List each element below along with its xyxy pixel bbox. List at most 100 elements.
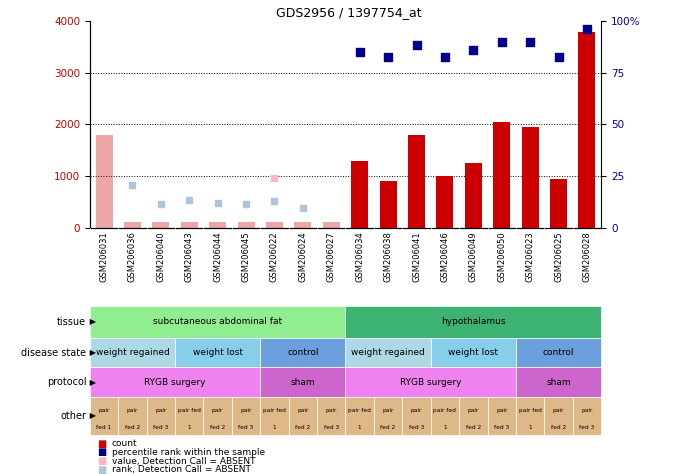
Point (581, 25, 592, 33)
Text: ▶: ▶ (87, 378, 96, 386)
Text: tissue: tissue (57, 317, 86, 327)
Bar (266, 222, 283, 228)
Text: pair fed: pair fed (433, 408, 456, 412)
Text: 1: 1 (443, 425, 447, 429)
Text: pair: pair (553, 408, 565, 412)
Bar (261, 397, 289, 435)
Bar (317, 397, 346, 435)
Text: value, Detection Call = ABSENT: value, Detection Call = ABSENT (112, 456, 256, 465)
Bar (346, 338, 430, 367)
Bar (430, 397, 459, 435)
Text: GSM206023: GSM206023 (526, 231, 535, 282)
Bar (493, 122, 510, 228)
Text: control: control (287, 348, 319, 357)
Text: count: count (112, 439, 138, 448)
Text: pair: pair (240, 408, 252, 412)
Text: fed 2: fed 2 (466, 425, 481, 429)
Bar (90, 338, 175, 367)
Text: fed 2: fed 2 (551, 425, 566, 429)
Text: sham: sham (291, 378, 315, 386)
Text: sham: sham (547, 378, 571, 386)
Bar (90, 367, 261, 397)
Bar (459, 397, 488, 435)
Bar (402, 397, 430, 435)
Point (184, 196, 195, 204)
Text: pair: pair (297, 408, 309, 412)
Text: pair: pair (98, 408, 110, 412)
Text: weight regained: weight regained (95, 348, 169, 357)
Bar (351, 161, 368, 228)
Bar (516, 367, 601, 397)
Bar (203, 397, 232, 435)
Text: ▶: ▶ (87, 318, 96, 326)
Point (439, 54, 451, 61)
Point (127, 182, 138, 189)
Bar (95, 135, 113, 228)
Point (269, 174, 280, 182)
Text: 1: 1 (358, 425, 361, 429)
Text: pair: pair (126, 408, 138, 412)
Text: other: other (60, 410, 86, 421)
Text: weight lost: weight lost (193, 348, 243, 357)
Bar (238, 222, 254, 228)
Text: weight lost: weight lost (448, 348, 498, 357)
Bar (346, 306, 601, 338)
Text: pair: pair (496, 408, 507, 412)
Text: weight regained: weight regained (351, 348, 425, 357)
Text: GSM206028: GSM206028 (583, 231, 591, 282)
Text: ▶: ▶ (87, 411, 96, 420)
Text: GSM206046: GSM206046 (440, 231, 449, 282)
Text: pair fed: pair fed (178, 408, 200, 412)
Text: ■: ■ (97, 465, 106, 474)
Bar (175, 397, 203, 435)
Text: disease state: disease state (21, 347, 86, 358)
Text: fed 3: fed 3 (579, 425, 594, 429)
Text: pair: pair (325, 408, 337, 412)
Text: RYGB surgery: RYGB surgery (400, 378, 462, 386)
Bar (408, 135, 425, 228)
Bar (289, 397, 317, 435)
Bar (545, 397, 573, 435)
Bar (261, 338, 346, 367)
Point (468, 46, 479, 54)
Text: GSM206036: GSM206036 (128, 231, 137, 283)
Text: fed 3: fed 3 (323, 425, 339, 429)
Text: pair fed: pair fed (263, 408, 286, 412)
Bar (346, 367, 516, 397)
Text: GSM206025: GSM206025 (554, 231, 563, 282)
Text: percentile rank within the sample: percentile rank within the sample (112, 448, 265, 457)
Text: ■: ■ (97, 439, 106, 449)
Point (411, 41, 422, 48)
Point (553, 54, 564, 61)
Bar (346, 397, 374, 435)
Text: GSM206022: GSM206022 (270, 231, 279, 282)
Text: pair: pair (382, 408, 394, 412)
Text: 1: 1 (529, 425, 532, 429)
Text: pair: pair (581, 408, 593, 412)
Text: pair: pair (411, 408, 422, 412)
Text: fed 2: fed 2 (210, 425, 225, 429)
Point (354, 48, 366, 56)
Text: fed 2: fed 2 (295, 425, 310, 429)
Bar (550, 179, 567, 228)
Bar (374, 397, 402, 435)
Text: GSM206050: GSM206050 (498, 231, 507, 282)
Point (212, 199, 223, 207)
Text: fed 3: fed 3 (238, 425, 254, 429)
Bar (124, 222, 141, 228)
Text: pair fed: pair fed (519, 408, 542, 412)
Text: fed 2: fed 2 (125, 425, 140, 429)
Bar (465, 163, 482, 228)
Text: GSM206041: GSM206041 (412, 231, 421, 282)
Bar (90, 306, 346, 338)
Bar (430, 338, 516, 367)
Text: GSM206040: GSM206040 (156, 231, 165, 282)
Text: GSM206027: GSM206027 (327, 231, 336, 282)
Bar (146, 397, 175, 435)
Bar (209, 222, 226, 228)
Text: protocol: protocol (47, 377, 86, 387)
Bar (522, 127, 539, 228)
Point (524, 38, 536, 46)
Text: fed 1: fed 1 (97, 425, 111, 429)
Text: GSM206045: GSM206045 (242, 231, 251, 282)
